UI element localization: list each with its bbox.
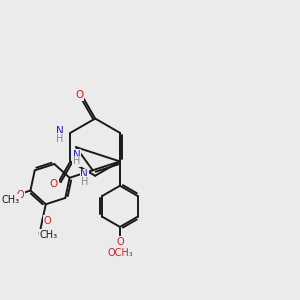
Text: O: O [116, 237, 124, 247]
Text: H: H [56, 134, 63, 144]
Text: H: H [73, 156, 80, 167]
Text: H: H [81, 177, 88, 187]
Text: CH₃: CH₃ [2, 195, 20, 205]
Text: CH₃: CH₃ [40, 230, 58, 240]
Text: O: O [75, 90, 84, 100]
Text: OCH₃: OCH₃ [107, 248, 133, 258]
Text: N: N [56, 126, 63, 136]
Text: N: N [80, 169, 88, 179]
Text: N: N [73, 150, 80, 160]
Text: O: O [17, 190, 25, 200]
Text: O: O [44, 216, 51, 226]
Text: O: O [50, 179, 58, 189]
